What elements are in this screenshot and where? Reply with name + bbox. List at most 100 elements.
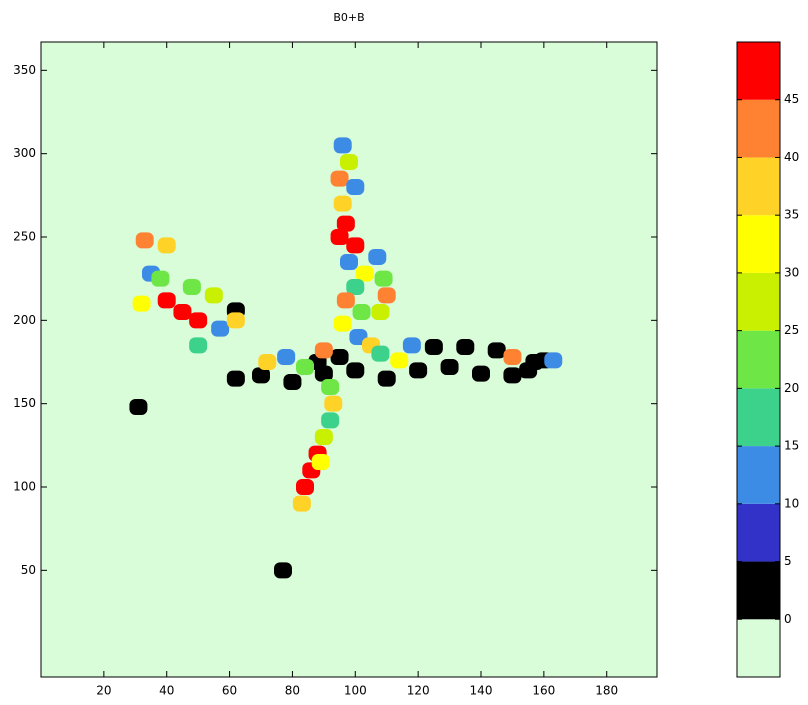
image-blob [346,179,365,195]
image-blob [321,379,340,395]
image-blob [346,279,365,295]
colorbar-tick-label: 0 [784,612,792,626]
colorbar-band [737,157,780,216]
image-blob [377,287,396,304]
image-blob [409,362,428,379]
image-blob [321,412,340,429]
colorbar-band [737,388,780,447]
image-blob [135,232,154,249]
image-blob [204,287,223,304]
image-blob [189,312,208,329]
image-blob [189,337,208,354]
colorbar-band [737,42,780,100]
y-tick-label: 250 [13,230,36,244]
image-blob [292,495,311,512]
image-blob [330,229,349,245]
y-tick-label: 50 [21,563,36,577]
x-tick-label: 120 [407,684,430,698]
y-tick-label: 200 [13,313,36,327]
image-blob [324,395,343,412]
colorbar-tick-label: 35 [784,208,799,222]
colorbar-tick-label: 25 [784,323,799,337]
x-tick-label: 60 [222,684,237,698]
image-blob [390,352,409,369]
image-blob [330,349,349,365]
colorbar-band [737,272,780,331]
colorbar-tick-label: 5 [784,554,792,568]
image-blob [336,215,355,232]
image-blob [544,352,563,369]
image-blob [333,195,352,212]
x-tick-label: 180 [595,684,618,698]
image-blob [277,349,296,365]
image-blob [355,265,374,282]
image-blob [374,270,393,287]
image-blob [440,359,459,375]
image-blob [296,479,314,495]
image-blob [283,374,302,390]
image-blob [296,359,314,375]
image-blob [314,342,333,359]
y-tick-label: 300 [13,146,36,160]
colorbar-band [737,330,780,389]
image-blob [274,562,292,579]
x-tick-label: 100 [344,684,367,698]
plot-frame [40,41,658,678]
x-tick-label: 80 [285,684,300,698]
image-blob [311,454,330,470]
colorbar-band [737,99,780,158]
image-blob [333,315,352,332]
image-blob [211,320,230,337]
image-blob [132,295,151,312]
colorbar-band [737,561,780,620]
colorbar-tick-label: 30 [784,265,799,279]
image-blob [340,154,358,170]
colorbar-tick-label: 40 [784,150,799,164]
y-tick-label: 150 [13,396,36,410]
image-blob [352,304,371,320]
image-blob [157,292,176,309]
image-blob [503,349,522,365]
image-blob [371,304,390,320]
image-blob [371,345,390,362]
image-blob [157,237,176,254]
image-blob [182,279,201,295]
x-tick-label: 160 [532,684,555,698]
image-blob [503,367,522,384]
image-blob [336,292,355,309]
image-blob [340,254,358,270]
x-tick-label: 20 [96,684,111,698]
x-tick-label: 40 [159,684,174,698]
colorbar-frame [736,41,781,678]
colorbar-tick-label: 10 [784,496,799,510]
image-blob [472,365,490,382]
image-blob [151,270,170,287]
image-blob [456,339,475,355]
image-layer [129,137,563,579]
colorbar-band [737,503,780,562]
x-tick-label: 140 [470,684,493,698]
y-tick-label: 100 [13,480,36,494]
image-blob [226,312,245,329]
colorbar-tick-label: 20 [784,381,799,395]
y-tick-label: 350 [13,63,36,77]
colorbar-band [737,446,780,504]
image-blob [368,249,387,265]
image-blob [330,170,349,187]
image-blob [333,137,352,154]
image-blob [377,370,396,387]
colorbar-band [737,215,780,273]
image-blob [424,339,443,355]
colorbar-tick-label: 15 [784,439,799,453]
image-blob [487,342,506,359]
image-blob [314,429,333,445]
image-blob [129,399,148,415]
colorbar-tick-label: 45 [784,92,799,106]
image-blob [258,354,277,370]
colorbar-band [737,619,780,677]
image-blob [252,367,270,384]
image-blob [173,304,192,320]
image-blob [226,370,245,387]
plot-background [41,42,657,677]
